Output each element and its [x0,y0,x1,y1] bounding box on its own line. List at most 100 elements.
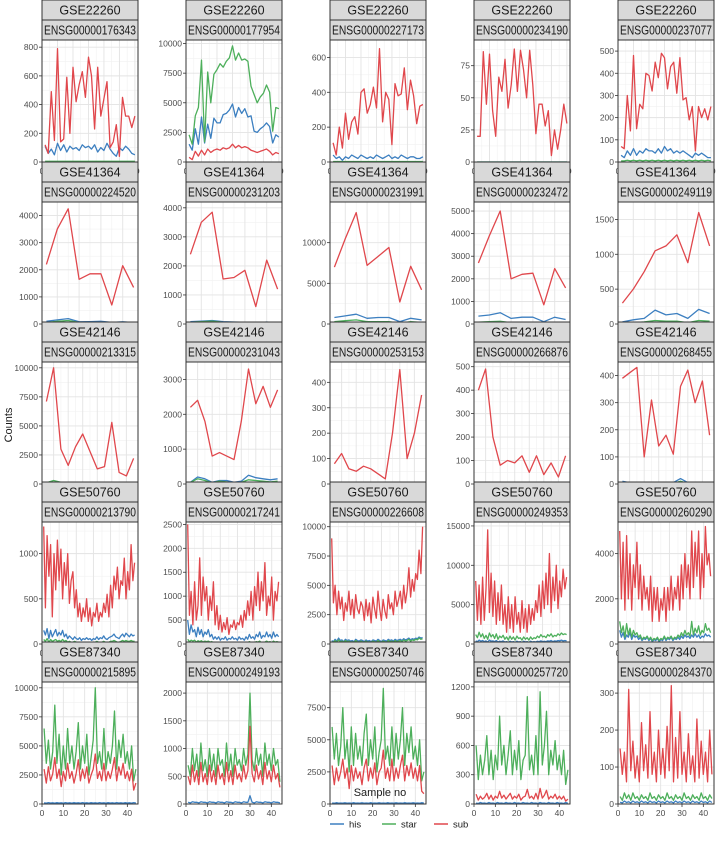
y-tick-label: 200 [456,432,470,442]
facet-label-dataset: GSE41364 [59,166,120,180]
series-line-sub [477,368,567,478]
facet-panel: GSE42146ENSG0000026687601002003004005002… [456,321,571,498]
series-line-sub [475,529,568,633]
plot-border [617,681,715,805]
x-tick-label: 20 [512,808,522,818]
x-tick-label: 40 [411,808,421,818]
y-tick-label: 500 [600,46,614,56]
y-tick-label: 5000 [307,580,326,590]
y-tick-label: 2500 [19,770,38,780]
facet-label-dataset: GSE42146 [347,326,408,340]
y-tick-label: 600 [24,71,38,81]
y-tick-label: 0 [465,157,470,167]
y-tick-label: 3000 [19,238,38,248]
y-tick-label: 600 [312,52,326,62]
x-tick-label: 0 [472,808,477,818]
y-tick-label: 1000 [163,444,182,454]
facet-panel: GSE42146ENSG0000023104301000200030002468… [163,321,283,498]
y-tick-label: 2000 [163,543,182,553]
series-line-star [188,45,280,145]
y-tick-label: 7500 [307,551,326,561]
facet-panel: GSE41364ENSG0000023199105000100002468 [302,161,427,338]
y-tick-label: 4000 [163,203,182,213]
y-tick-label: 1500 [163,716,182,726]
facet-label-gene: ENSG00000217241 [188,506,280,520]
panels-layer: GSE22260ENSG0000017634302004006008000510… [14,0,716,818]
x-tick-label: 20 [656,808,666,818]
y-tick-label: 2500 [163,127,182,137]
facet-label-dataset: GSE41364 [347,166,408,180]
y-tick-label: 10000 [302,522,326,532]
series-line-his [187,620,280,641]
x-tick-label: 20 [368,808,378,818]
series-line-sub [189,368,279,461]
y-tick-label: 200 [600,113,614,123]
y-tick-label: 0 [177,479,182,489]
series-line-sub [189,211,279,308]
y-tick-label: 2000 [19,265,38,275]
y-tick-label: 400 [312,87,326,97]
facet-label-gene: ENSG00000227173 [332,24,424,38]
plot-area [618,40,714,162]
y-tick-label: 1000 [163,591,182,601]
series-line-star [475,631,567,641]
y-tick-label: 300 [456,770,470,780]
y-tick-label: 0 [321,479,326,489]
series-line-his [475,801,569,805]
facet-label-dataset: GSE42146 [491,326,552,340]
x-tick-label: 0 [184,808,189,818]
x-tick-label: 40 [267,808,277,818]
y-tick-label: 5000 [163,98,182,108]
x-tick-label: 0 [40,808,45,818]
facet-label-gene: ENSG00000234190 [476,24,568,38]
facet-label-gene: ENSG00000213315 [44,346,136,360]
x-tick-label: 20 [224,808,234,818]
series-line-his [334,313,422,323]
x-tick-label: 20 [80,808,90,818]
series-line-sub [621,211,711,304]
y-tick-label: 500 [168,771,182,781]
facet-label-gene: ENSG00000177954 [188,24,280,38]
facet-panel: GSE42146 ENSG00000213315 0 2500 5000 7500 1000… [14,321,139,498]
legend: his star sub [330,820,468,831]
y-tick-label: 500 [24,594,38,604]
facet-label-dataset: GSE42146 [59,326,120,340]
series-line-sub [619,525,712,623]
facet-label-dataset: GSE87340 [635,646,696,660]
series-line-sub [332,48,424,156]
y-tick-label: 7500 [19,392,38,402]
y-tick-label: 900 [456,711,470,721]
y-tick-label: 2000 [163,261,182,271]
y-tick-label: 1500 [595,214,614,224]
series-line-sub [187,524,280,636]
facet-label-gene: ENSG00000249193 [188,666,280,680]
y-tick-label: 1000 [19,292,38,302]
series-line-sub [477,210,567,306]
facet-label-gene: ENSG00000253153 [332,346,424,360]
y-tick-label: 2000 [163,409,182,419]
series-line-sub [188,143,280,161]
y-tick-label: 600 [456,740,470,750]
x-tick-label: 0 [328,808,333,818]
y-tick-label: 0 [177,639,182,649]
y-tick-label: 50 [461,93,471,103]
plot-area [474,682,570,804]
y-tick-label: 5000 [451,600,470,610]
x-tick-label: 30 [677,808,687,818]
y-tick-label: 4000 [595,549,614,559]
y-tick-label: 400 [24,100,38,110]
y-tick-label: 5000 [451,206,470,216]
facet-panel: GSE87340ENSG0000021589502500500075001000… [14,641,139,818]
facet-panel: GSE22260ENSG0000022717302004006000510152… [312,0,428,176]
y-tick-label: 100 [456,456,470,466]
facet-label-dataset: GSE41364 [203,166,264,180]
series-line-his [620,145,711,159]
y-tick-label: 0 [33,799,38,809]
facet-label-dataset: GSE50760 [635,486,696,500]
facet-label-dataset: GSE50760 [59,486,120,500]
y-tick-label: 0 [609,319,614,329]
y-tick-label: 400 [312,377,326,387]
y-tick-label: 500 [168,615,182,625]
y-tick-label: 1000 [19,549,38,559]
